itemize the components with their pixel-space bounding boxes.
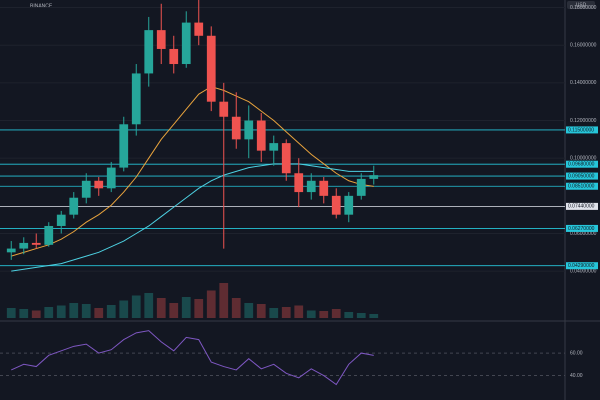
volume-bar bbox=[356, 313, 366, 318]
volume-bar bbox=[231, 298, 241, 318]
candle-body bbox=[131, 73, 141, 125]
level-tag bbox=[566, 182, 598, 190]
volume-bar bbox=[169, 303, 179, 318]
volume-bar bbox=[294, 305, 304, 318]
candle-body bbox=[119, 124, 129, 168]
candle-body bbox=[44, 225, 54, 245]
volume-bar bbox=[81, 304, 91, 318]
candle-body bbox=[69, 197, 79, 215]
candle-body bbox=[194, 22, 204, 36]
level-label: 0.06270000 bbox=[568, 226, 595, 232]
volume-bar bbox=[281, 307, 291, 318]
y-tick-label: 0.10000000 bbox=[570, 156, 597, 162]
volume-bar bbox=[144, 293, 154, 318]
volume-bar bbox=[306, 310, 316, 318]
candle-body bbox=[56, 214, 66, 226]
candle-body bbox=[169, 48, 179, 65]
level-label: 0.07440000 bbox=[568, 204, 595, 210]
y-tick-label: 0.16000000 bbox=[570, 43, 597, 49]
volume-bar bbox=[269, 308, 279, 318]
volume-bar bbox=[106, 305, 116, 318]
candle-body bbox=[281, 143, 291, 174]
volume-bar bbox=[319, 311, 329, 318]
candle-body bbox=[156, 30, 166, 49]
candle-body bbox=[6, 248, 16, 253]
level-label: 0.09680000 bbox=[568, 162, 595, 168]
volume-bar bbox=[156, 298, 166, 318]
candle-body bbox=[231, 116, 241, 140]
level-tag bbox=[566, 126, 598, 134]
volume-bar bbox=[369, 314, 379, 318]
candle-body bbox=[94, 180, 104, 189]
candle-body bbox=[31, 242, 41, 245]
level-label: 0.04290000 bbox=[568, 263, 595, 269]
level-tag bbox=[566, 224, 598, 232]
level-tag bbox=[566, 202, 598, 210]
candle-body bbox=[144, 30, 154, 74]
volume-bar bbox=[194, 299, 204, 318]
candle-body bbox=[219, 101, 229, 117]
currency[interactable]: USD bbox=[576, 2, 587, 8]
candle-body bbox=[256, 120, 266, 151]
volume-bar bbox=[181, 297, 191, 318]
volume-bar bbox=[206, 290, 216, 318]
level-label: 0.11500000 bbox=[568, 127, 594, 133]
moving-average bbox=[11, 163, 374, 272]
candle-body bbox=[106, 167, 116, 189]
volume-bar bbox=[119, 300, 129, 318]
candle-body bbox=[294, 173, 304, 193]
y-tick-label: 0.12000000 bbox=[570, 118, 597, 124]
moving-average bbox=[11, 86, 374, 257]
volume-bar bbox=[331, 309, 341, 318]
currency-button[interactable] bbox=[567, 1, 595, 9]
rsi-line bbox=[11, 330, 374, 386]
volume-bar bbox=[131, 295, 141, 318]
candle-body bbox=[344, 195, 354, 215]
y-tick-label: 60.00 bbox=[570, 350, 583, 356]
level-tag bbox=[566, 160, 598, 168]
level-label: 0.09050000 bbox=[568, 173, 595, 179]
y-tick-label: 0.18000000 bbox=[570, 5, 597, 11]
candle-body bbox=[269, 143, 279, 151]
candle-body bbox=[19, 242, 29, 249]
y-tick-label: 0.14000000 bbox=[570, 80, 597, 86]
volume-bar bbox=[256, 304, 266, 318]
candle-body bbox=[331, 195, 341, 215]
candle-body bbox=[306, 180, 316, 193]
candle-body bbox=[369, 175, 379, 179]
volume-bar bbox=[219, 283, 229, 318]
candle-body bbox=[206, 35, 216, 102]
volume-bar bbox=[344, 312, 354, 318]
volume-bar bbox=[244, 303, 254, 318]
candle-body bbox=[356, 178, 366, 196]
level-label: 0.08510000 bbox=[568, 184, 595, 190]
volume-bar bbox=[94, 308, 104, 318]
level-tag bbox=[566, 172, 598, 180]
level-tag bbox=[566, 262, 598, 270]
y-tick-label: 0.06000000 bbox=[570, 231, 597, 237]
candle-body bbox=[319, 180, 329, 196]
candle-body bbox=[244, 120, 254, 140]
candle-body bbox=[81, 180, 91, 198]
candle-body bbox=[181, 22, 191, 65]
volume-bar bbox=[56, 305, 66, 318]
y-tick-label: 40.00 bbox=[570, 373, 583, 379]
volume-bar bbox=[44, 307, 54, 318]
volume-bar bbox=[31, 310, 41, 318]
exchange: BINANCE bbox=[30, 3, 53, 9]
volume-bar bbox=[69, 303, 79, 318]
volume-bar bbox=[6, 308, 16, 318]
y-tick-label: 0.04000000 bbox=[570, 268, 597, 274]
volume-bar bbox=[19, 309, 29, 318]
